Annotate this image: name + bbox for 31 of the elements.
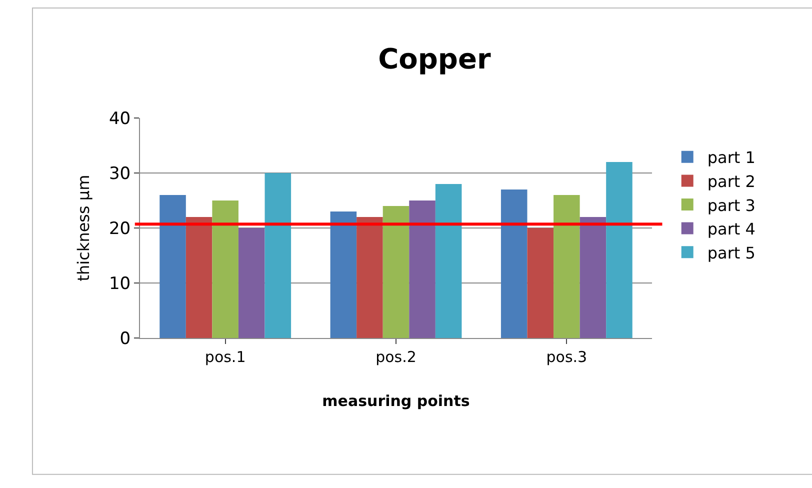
x-tick-label: pos.3 bbox=[546, 348, 588, 366]
bar bbox=[554, 195, 580, 338]
x-tick-label: pos.1 bbox=[204, 348, 246, 366]
bar bbox=[186, 217, 212, 338]
bar bbox=[238, 228, 265, 338]
bar bbox=[435, 184, 462, 338]
bar bbox=[330, 212, 357, 338]
y-tick-label: 0 bbox=[120, 328, 131, 349]
bar bbox=[212, 200, 238, 338]
y-axis-title: thickness µm bbox=[74, 174, 93, 282]
legend-label: part 2 bbox=[707, 172, 756, 191]
legend-label: part 4 bbox=[707, 220, 756, 239]
bar bbox=[356, 217, 383, 338]
bar bbox=[382, 206, 410, 338]
bar bbox=[160, 195, 186, 338]
legend-label: part 1 bbox=[707, 148, 756, 168]
x-axis-title: measuring points bbox=[322, 392, 470, 410]
bar bbox=[500, 190, 528, 338]
y-tick-label: 40 bbox=[108, 108, 131, 129]
y-tick-label: 30 bbox=[108, 164, 131, 184]
chart-title: Copper bbox=[378, 42, 491, 76]
y-tick-label: 20 bbox=[108, 218, 131, 239]
x-tick-label: pos.2 bbox=[376, 348, 416, 366]
bar bbox=[409, 200, 436, 338]
bar bbox=[606, 162, 632, 338]
legend-label: part 5 bbox=[707, 243, 756, 262]
y-tick-label: 10 bbox=[108, 274, 131, 294]
bar bbox=[527, 228, 554, 338]
bar bbox=[264, 173, 292, 338]
legend-label: part 3 bbox=[707, 196, 756, 215]
bar bbox=[580, 217, 606, 338]
